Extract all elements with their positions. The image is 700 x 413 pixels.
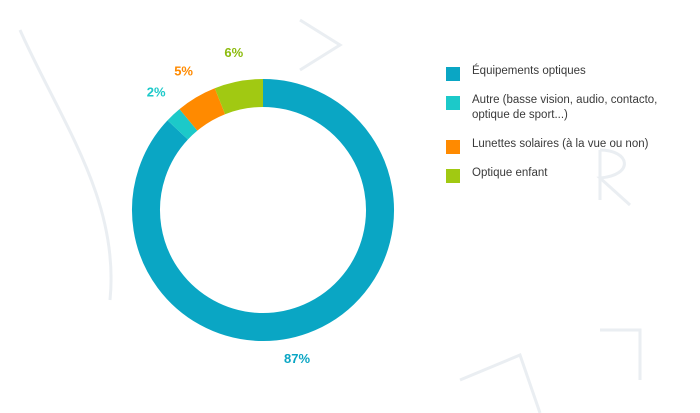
legend-item: Équipements optiques [446,64,696,81]
value-labels: 87% 2% 5% 6% [147,45,311,366]
legend-item: Lunettes solaires (à la vue ou non) [446,137,696,154]
value-label-lunettes: 5% [174,64,193,79]
donut-slice-lunettes [179,88,226,131]
legend-label-autre: Autre (basse vision, audio, contacto, op… [472,94,658,121]
legend-swatch-lunettes [446,140,460,154]
background-decoration [18,18,642,413]
donut-slice-autre [167,109,198,140]
legend-swatch-autre [446,96,460,110]
value-label-autre: 2% [147,84,166,99]
value-label-equipements: 87% [284,351,310,366]
legend-swatch-equipements [446,67,460,81]
legend: Équipements optiques Autre (basse vision… [446,64,696,183]
legend-item: Autre (basse vision, audio, contacto, op… [446,93,696,123]
legend-item: Optique enfant [446,166,696,183]
donut-chart [132,79,394,341]
legend-swatch-enfant [446,169,460,183]
donut-slice-equipements [132,79,394,341]
legend-label-enfant: Optique enfant [472,167,548,179]
donut-slice-enfant [214,79,264,115]
legend-label-lunettes: Lunettes solaires (à la vue ou non) [472,138,649,150]
value-label-enfant: 6% [224,45,243,60]
legend-label-equipements: Équipements optiques [472,65,586,77]
